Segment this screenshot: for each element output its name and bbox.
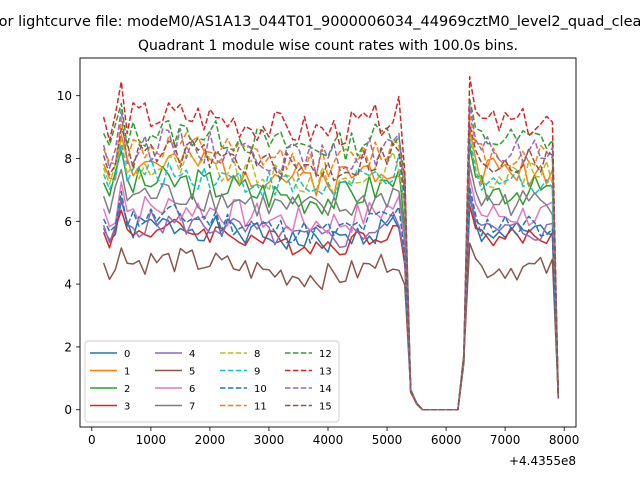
series-line-10 xyxy=(102,186,560,411)
series-line-12 xyxy=(102,98,560,411)
series-line-5 xyxy=(102,242,560,411)
figure-suptitle: Plot for lightcurve file: modeM0/AS1A13_… xyxy=(0,14,640,30)
y-tick-label: 10 xyxy=(57,89,72,103)
x-tick-label: 5000 xyxy=(372,433,403,447)
x-offset-label: +4.4355e8 xyxy=(509,454,576,468)
y-tick-label: 2 xyxy=(64,340,72,354)
series-line-15 xyxy=(102,123,560,411)
y-tick-label: 6 xyxy=(64,215,72,229)
series-line-11 xyxy=(102,113,560,411)
x-axis: 0 1000 2000 3000 4000 5000 6000 7000 8000 xyxy=(88,427,579,447)
x-tick-label: 3000 xyxy=(254,433,285,447)
legend-label: 7 xyxy=(189,402,195,413)
series-line-3 xyxy=(102,204,560,411)
legend-label: 14 xyxy=(319,384,332,395)
legend-label: 15 xyxy=(319,402,332,413)
x-tick-label: 1000 xyxy=(136,433,167,447)
x-tick-label: 2000 xyxy=(195,433,226,447)
legend-label: 8 xyxy=(254,349,260,360)
series-layer xyxy=(102,76,560,411)
legend-box xyxy=(84,340,340,423)
y-tick-label: 0 xyxy=(64,403,72,417)
legend-label: 5 xyxy=(189,367,195,378)
legend-label: 6 xyxy=(189,384,195,395)
series-line-13 xyxy=(102,76,560,411)
y-tick-label: 4 xyxy=(64,278,72,292)
x-tick-label: 4000 xyxy=(313,433,344,447)
series-line-7 xyxy=(102,164,560,411)
legend-label: 9 xyxy=(254,367,260,378)
y-tick-label: 8 xyxy=(64,152,72,166)
series-line-6 xyxy=(102,176,560,411)
x-tick-label: 6000 xyxy=(431,433,462,447)
x-tick-label: 7000 xyxy=(490,433,521,447)
chart-title: Quadrant 1 module wise count rates with … xyxy=(138,38,518,54)
legend-label: 10 xyxy=(254,384,267,395)
legend-label: 12 xyxy=(319,349,332,360)
legend-label: 0 xyxy=(124,349,130,360)
legend-label: 4 xyxy=(189,349,195,360)
legend-label: 13 xyxy=(319,367,332,378)
legend-label: 1 xyxy=(124,367,130,378)
x-tick-label: 0 xyxy=(88,433,96,447)
y-axis: 0 2 4 6 8 10 xyxy=(57,89,80,417)
series-line-14 xyxy=(102,104,560,411)
x-tick-label: 8000 xyxy=(549,433,580,447)
series-line-0 xyxy=(102,195,560,411)
legend-label: 3 xyxy=(124,402,130,413)
legend-label: 2 xyxy=(124,384,130,395)
legend-label: 11 xyxy=(254,402,267,413)
series-line-9 xyxy=(102,138,560,411)
